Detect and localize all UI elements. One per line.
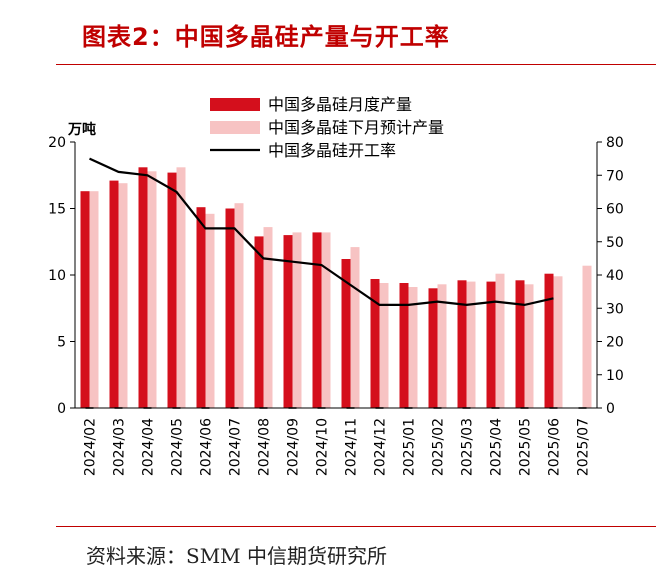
x-axis-tick-label: 2025/04 — [489, 418, 505, 476]
right-axis-tick-label: 50 — [606, 235, 624, 251]
legend-swatch — [210, 121, 260, 134]
bar-next-month-forecast — [437, 284, 447, 408]
bar-next-month-forecast — [582, 265, 592, 408]
x-axis-tick-label: 2024/09 — [286, 418, 302, 476]
bar-monthly-output — [80, 191, 90, 408]
x-axis-tick-label: 2024/02 — [83, 418, 99, 476]
x-axis-tick-label: 2024/08 — [257, 418, 273, 476]
bar-next-month-forecast — [89, 191, 99, 408]
bar-next-month-forecast — [350, 247, 360, 408]
bar-next-month-forecast — [147, 171, 157, 408]
bar-next-month-forecast — [321, 232, 331, 408]
right-axis-tick-label: 10 — [606, 368, 624, 384]
bar-monthly-output — [428, 288, 438, 408]
bar-monthly-output — [370, 279, 380, 408]
chart-title: 图表2：中国多晶硅产量与开工率 — [82, 23, 450, 51]
legend-label: 中国多晶硅月度产量 — [268, 95, 412, 114]
bar-next-month-forecast — [495, 273, 505, 408]
bar-next-month-forecast — [466, 281, 476, 408]
bar-next-month-forecast — [553, 276, 563, 408]
bar-next-month-forecast — [205, 213, 215, 408]
bar-next-month-forecast — [263, 227, 273, 408]
bar-next-month-forecast — [176, 167, 186, 408]
bar-next-month-forecast — [234, 203, 244, 408]
legend-label: 中国多晶硅开工率 — [268, 141, 396, 160]
x-axis-tick-label: 2025/01 — [402, 418, 418, 476]
bar-next-month-forecast — [408, 287, 418, 408]
bar-monthly-output — [254, 236, 264, 408]
x-axis-tick-label: 2024/05 — [170, 418, 186, 476]
bar-monthly-output — [486, 281, 496, 408]
bar-next-month-forecast — [524, 284, 534, 408]
bars-layer — [80, 167, 592, 408]
right-axis-tick-label: 40 — [606, 268, 624, 284]
bar-next-month-forecast — [379, 283, 389, 408]
bar-monthly-output — [283, 235, 293, 408]
bar-next-month-forecast — [118, 183, 128, 408]
bar-monthly-output — [457, 280, 467, 408]
right-axis-tick-label: 0 — [606, 401, 615, 417]
bar-monthly-output — [167, 172, 177, 408]
left-axis-tick-label: 20 — [48, 135, 66, 151]
axes-layer: 0 5 10 15 20 0 10 20 30 40 50 60 70 80 万吨 2024/02 2024/0… — [48, 121, 624, 476]
legend-label: 中国多晶硅下月预计产量 — [268, 118, 444, 137]
x-axis-tick-label: 2024/11 — [344, 418, 360, 476]
chart: 0 5 10 15 20 0 10 20 30 40 50 60 70 80 万吨 2024/02 2024/0… — [48, 95, 624, 476]
x-axis-tick-label: 2024/03 — [112, 418, 128, 476]
bar-monthly-output — [225, 208, 235, 408]
legend-swatch — [210, 98, 260, 111]
bar-monthly-output — [515, 280, 525, 408]
left-axis-tick-label: 0 — [57, 401, 66, 417]
bar-monthly-output — [109, 180, 119, 408]
bar-monthly-output — [312, 232, 322, 408]
x-axis-tick-label: 2024/07 — [228, 418, 244, 476]
right-axis-tick-label: 80 — [606, 135, 624, 151]
right-axis-tick-label: 30 — [606, 301, 624, 317]
x-axis-tick-label: 2025/03 — [460, 418, 476, 476]
x-axis-tick-label: 2024/12 — [373, 418, 389, 476]
x-axis-tick-label: 2024/10 — [315, 418, 331, 476]
x-axis-tick-label: 2025/07 — [576, 418, 592, 476]
x-axis-tick-label: 2025/05 — [518, 418, 534, 476]
left-axis-tick-label: 15 — [48, 202, 66, 218]
right-axis-tick-label: 60 — [606, 202, 624, 218]
title-divider — [56, 64, 656, 65]
bar-monthly-output — [196, 207, 206, 408]
bar-monthly-output — [399, 283, 409, 408]
left-axis-unit: 万吨 — [67, 121, 96, 138]
x-axis-tick-label: 2025/02 — [431, 418, 447, 476]
bar-monthly-output — [341, 259, 351, 408]
x-axis-tick-label: 2025/06 — [547, 418, 563, 476]
right-axis-tick-label: 20 — [606, 335, 624, 351]
x-axis-tick-label: 2024/06 — [199, 418, 215, 476]
left-axis-tick-label: 10 — [48, 268, 66, 284]
x-axis-tick-label: 2024/04 — [141, 418, 157, 476]
bar-next-month-forecast — [292, 232, 302, 408]
left-axis-tick-label: 5 — [57, 335, 66, 351]
source-divider — [56, 526, 656, 527]
source-note: 资料来源：SMM 中信期货研究所 — [86, 544, 388, 568]
right-axis-tick-label: 70 — [606, 168, 624, 184]
bar-monthly-output — [138, 167, 148, 408]
line-layer — [89, 157, 554, 307]
line-operating-rate — [89, 157, 554, 307]
bar-monthly-output — [544, 273, 554, 408]
